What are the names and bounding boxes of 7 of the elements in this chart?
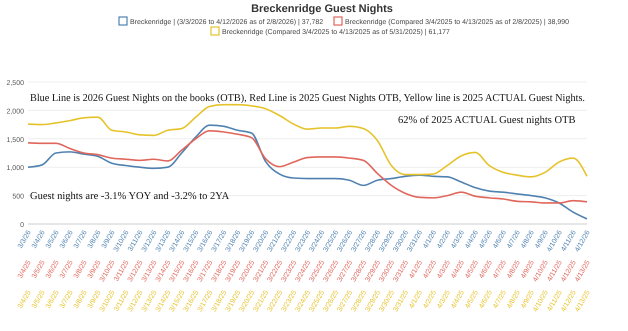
- line-series: [27, 104, 588, 178]
- line-series: [27, 130, 588, 204]
- chart-title: Breckenridge Guest Nights: [251, 3, 393, 15]
- annotation: Guest nights are -3.1% YOY and -3.2% to 2YA: [30, 191, 230, 202]
- annotation: Blue Line is 2026 Guest Nights on the books (OTB), Red Line is 2025 Guest Nights OTB, Yellow line is 2025 ACTUAL Guest Nights.: [30, 93, 600, 104]
- line-series: [27, 124, 588, 220]
- annotation: 62% of 2025 ACTUAL Guest nights OTB: [398, 115, 576, 126]
